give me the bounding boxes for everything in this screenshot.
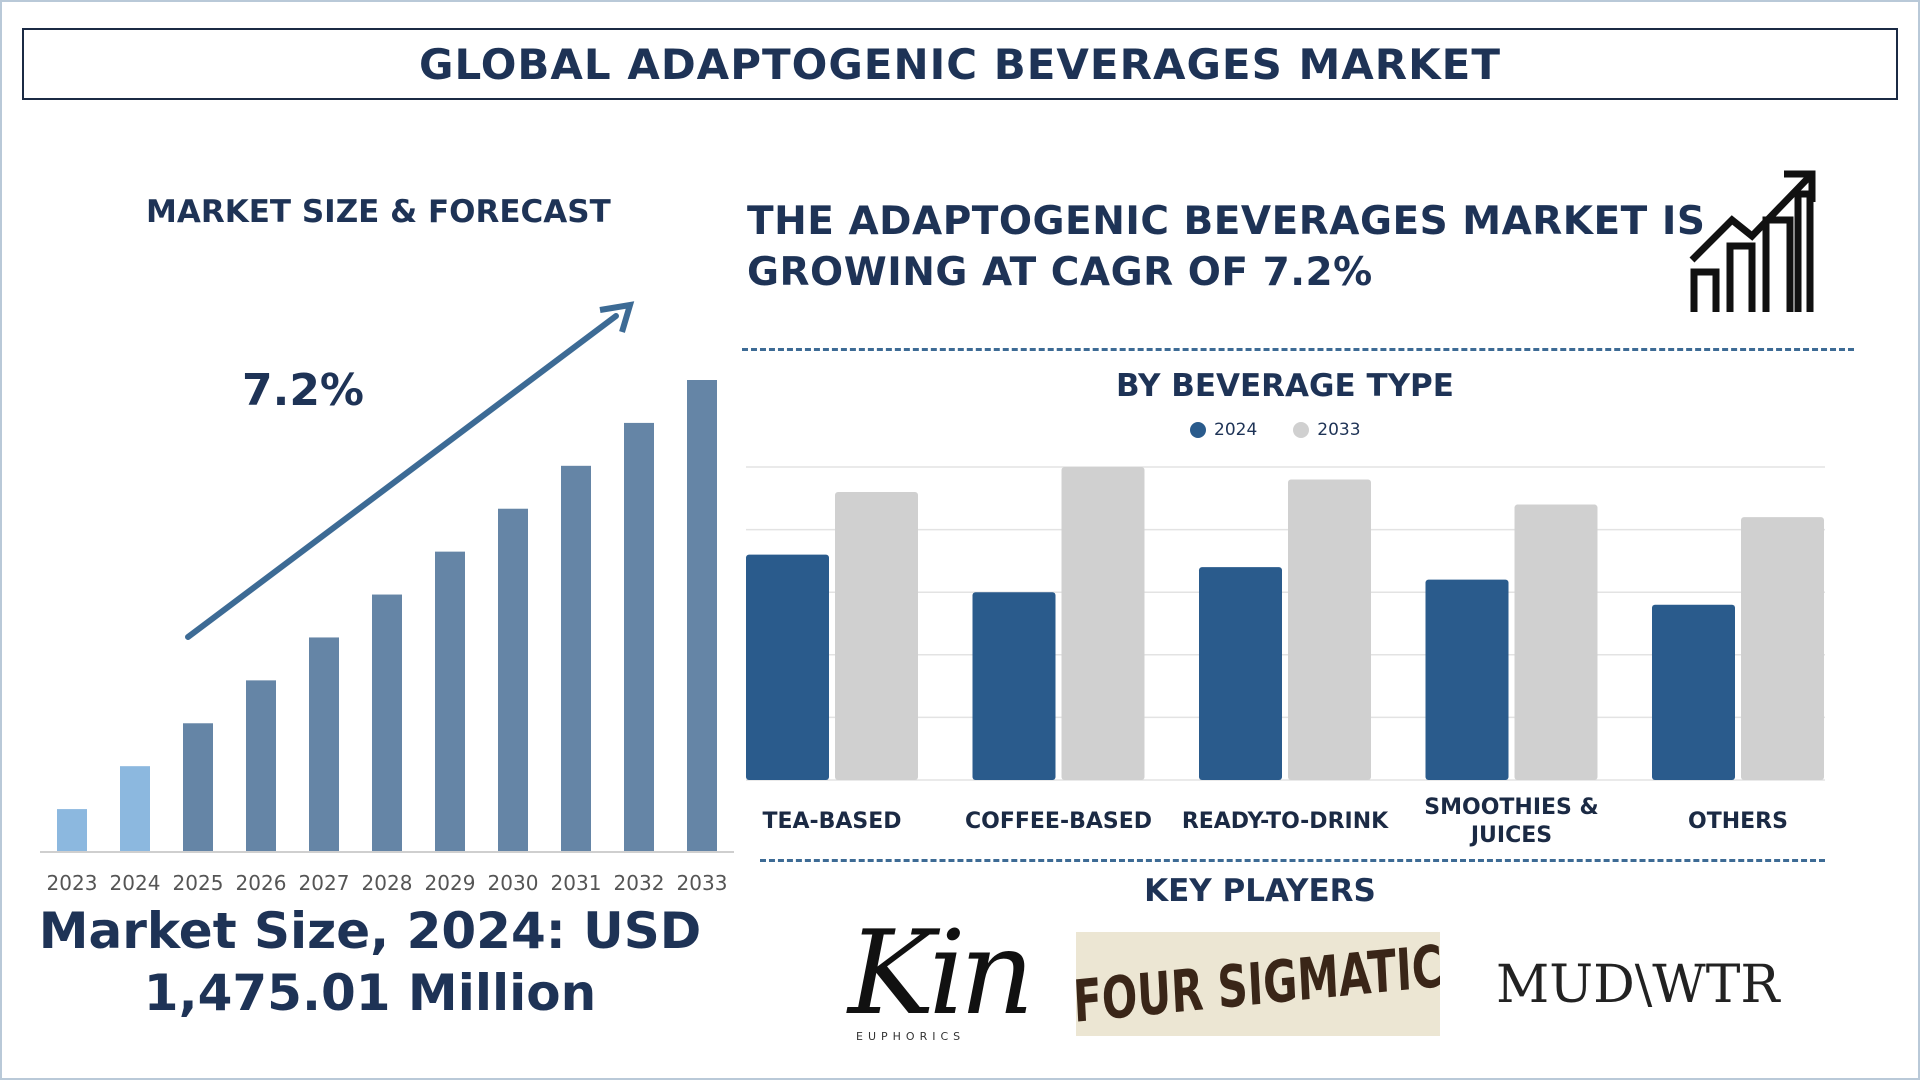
bev-category-label: TEA-BASED xyxy=(762,809,902,834)
bev-bar-2024 xyxy=(746,554,829,780)
growth-tick-label: 2024 xyxy=(110,871,161,895)
beverage-type-bar-chart xyxy=(746,466,1825,781)
chart-legend: 2024 2033 xyxy=(1190,420,1361,440)
bev-category-label: SMOOTHIES & JUICES xyxy=(1424,795,1599,848)
bev-category-label: READY-TO-DRINK xyxy=(1181,809,1389,834)
kin-euphorics-logo: Kin EUPHORICS xyxy=(840,906,1034,1043)
bev-bar-2024 xyxy=(1425,579,1509,780)
cagr-headline-line2: GROWING AT CAGR OF 7.2% xyxy=(747,250,1373,295)
bev-bar-2033 xyxy=(835,492,918,780)
market-size-line1: Market Size, 2024: USD xyxy=(38,902,702,960)
market-size-line2: 1,475.01 Million xyxy=(143,964,597,1022)
growth-arrow-head xyxy=(599,301,635,333)
growth-bar-2027 xyxy=(309,637,339,852)
growth-tick-label: 2030 xyxy=(488,871,539,895)
growth-tick-label: 2031 xyxy=(551,871,602,895)
four-sigmatic-logo-text: FOUR SIGMATIC xyxy=(1076,932,1440,1036)
legend-dot-2033 xyxy=(1293,422,1310,438)
growth-tick-label: 2033 xyxy=(677,871,728,895)
growth-tick-label: 2025 xyxy=(173,871,224,895)
growth-trend-icon xyxy=(1689,170,1816,312)
growth-bar-2023 xyxy=(57,809,87,852)
growth-bar-2029 xyxy=(435,551,465,852)
bev-bar-2024 xyxy=(972,592,1056,780)
bev-bar-2024 xyxy=(1652,604,1735,780)
bev-category-label: OTHERS xyxy=(1688,809,1788,834)
page-title: GLOBAL ADAPTOGENIC BEVERAGES MARKET xyxy=(418,39,1502,89)
market-size-heading: MARKET SIZE & FORECAST xyxy=(146,194,611,230)
legend-dot-2024 xyxy=(1190,422,1206,438)
mud-wtr-logo-text: MUD\WTR xyxy=(1496,955,1780,1015)
growth-bar-2024 xyxy=(120,766,150,852)
growth-bar-2033 xyxy=(687,380,717,852)
cagr-headline-line1: THE ADAPTOGENIC BEVERAGES MARKET IS xyxy=(747,199,1706,244)
bev-bar-2024 xyxy=(1199,567,1282,780)
kin-logo-text: Kin xyxy=(848,906,1034,1041)
growth-bar-2026 xyxy=(246,680,276,852)
mud-wtr-logo: MUD\WTR xyxy=(1496,950,1826,1020)
growth-bar-2030 xyxy=(498,508,528,852)
growth-tick-label: 2032 xyxy=(614,871,665,895)
bev-bar-2033 xyxy=(1288,479,1371,780)
market-size-text: Market Size, 2024: USD 1,475.01 Million xyxy=(20,900,720,1024)
growth-tick-label: 2029 xyxy=(425,871,476,895)
growth-bar-chart: 2023 2024 2025 2026 2027 2028 2029 2030 2031 2032… xyxy=(40,301,734,895)
legend-label-2024: 2024 xyxy=(1214,420,1258,440)
beverage-type-heading: BY BEVERAGE TYPE xyxy=(1116,368,1454,404)
legend-item-2024: 2024 xyxy=(1190,420,1257,440)
legend-label-2033: 2033 xyxy=(1317,420,1361,440)
growth-bar-2028 xyxy=(372,594,402,852)
key-players-heading: KEY PLAYERS xyxy=(1144,873,1376,909)
title-banner: GLOBAL ADAPTOGENIC BEVERAGES MARKET xyxy=(22,28,1898,100)
bev-category-label: COFFEE-BASED xyxy=(964,809,1153,834)
cagr-annotation: 7.2% xyxy=(242,365,364,416)
bev-bar-2033 xyxy=(1514,504,1598,780)
legend-item-2033: 2033 xyxy=(1293,420,1361,440)
growth-tick-label: 2028 xyxy=(362,871,413,895)
bev-bar-2033 xyxy=(1741,517,1824,780)
growth-arrow-line xyxy=(185,313,619,640)
cagr-headline: THE ADAPTOGENIC BEVERAGES MARKET IS GROW… xyxy=(747,196,1707,298)
bev-bar-2033 xyxy=(1061,467,1145,780)
growth-tick-label: 2023 xyxy=(47,871,98,895)
growth-bar-2025 xyxy=(183,723,213,852)
divider-bottom xyxy=(760,859,1825,862)
growth-bar-2032 xyxy=(624,422,654,852)
divider-top xyxy=(742,348,1854,351)
growth-tick-label: 2026 xyxy=(236,871,287,895)
kin-logo-subtext: EUPHORICS xyxy=(856,1030,966,1043)
growth-tick-label: 2027 xyxy=(299,871,350,895)
growth-bar-2031 xyxy=(561,465,591,852)
four-sigmatic-logo: FOUR SIGMATIC xyxy=(1076,932,1440,1036)
